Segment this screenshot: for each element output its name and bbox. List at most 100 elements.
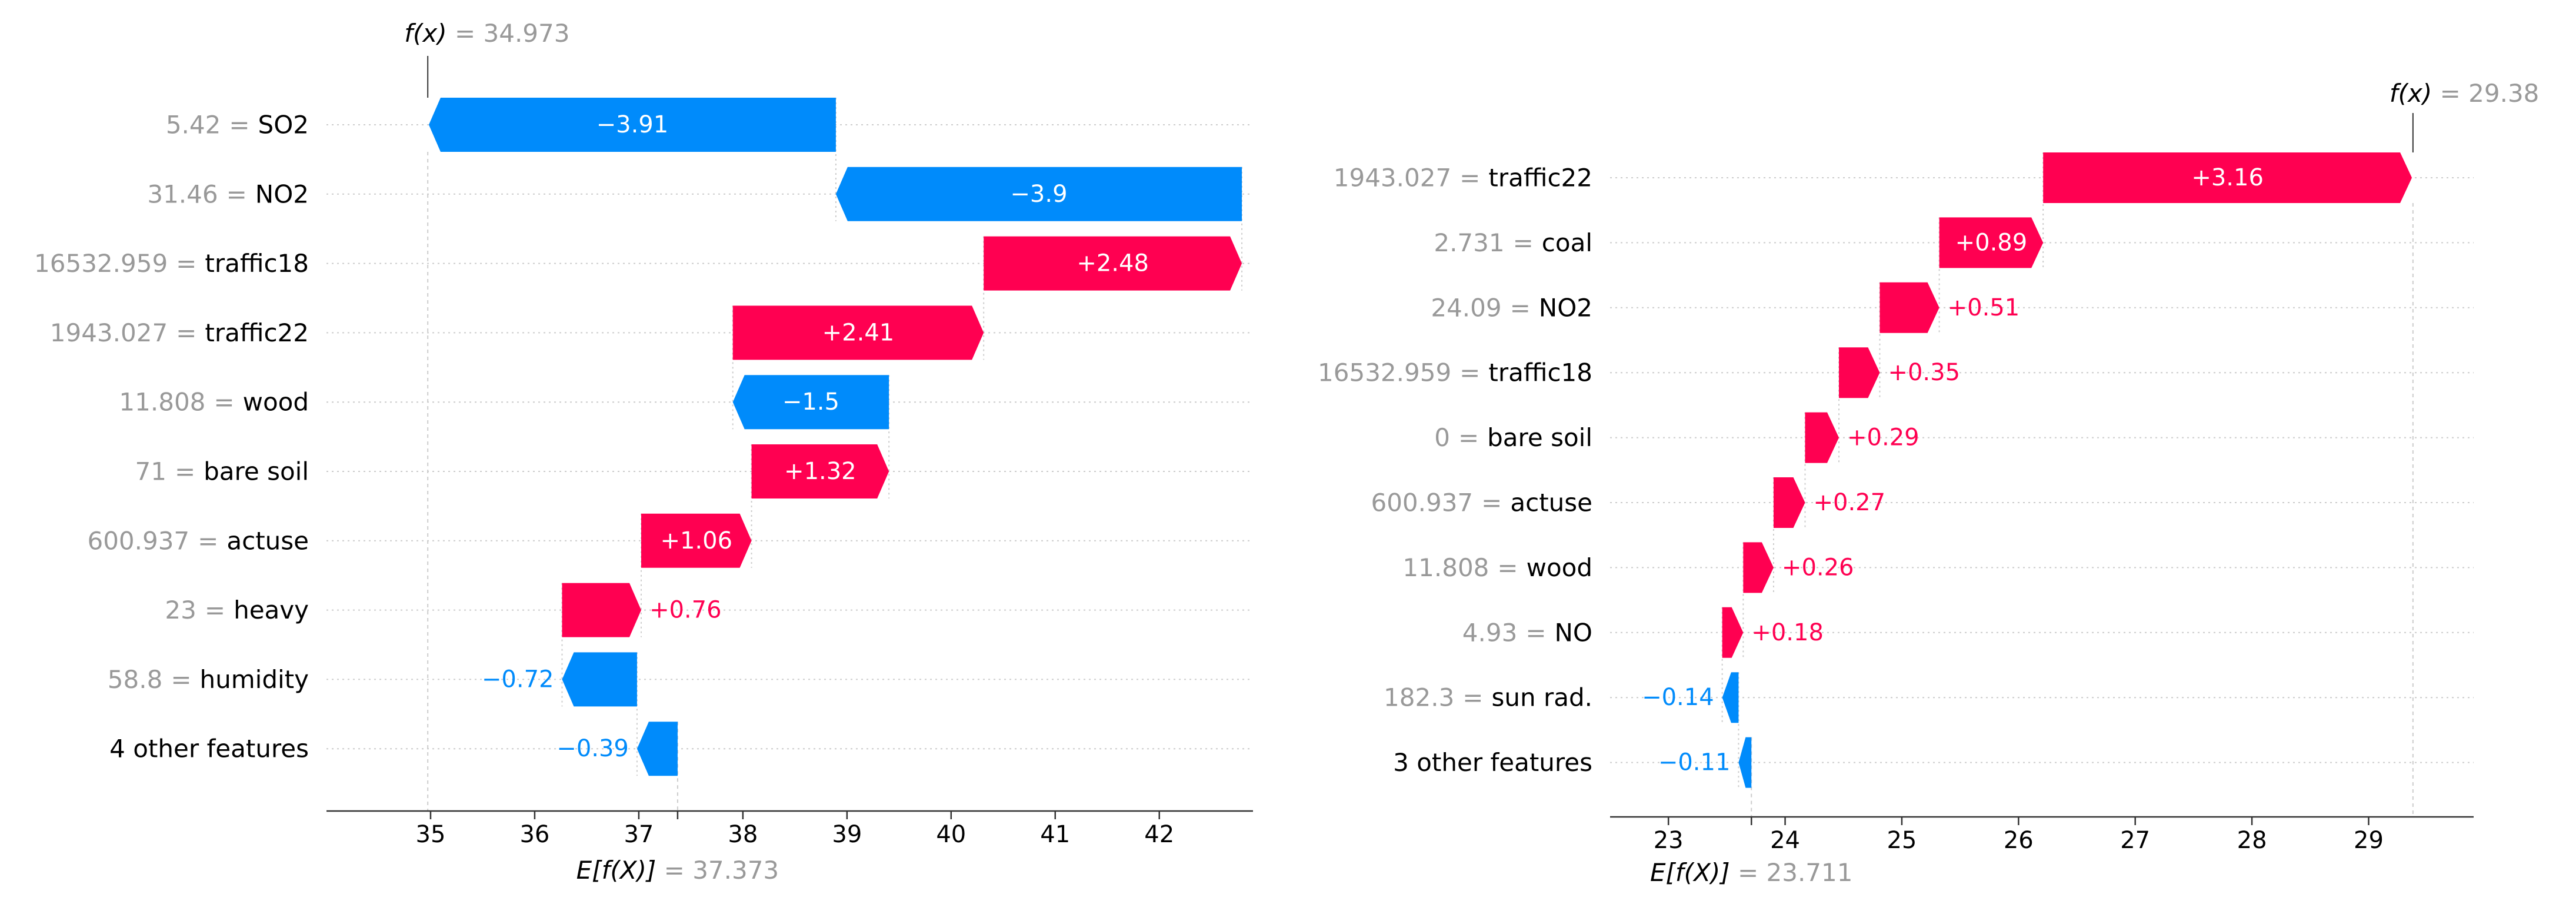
feature-name-label: traffic18	[1488, 358, 1592, 387]
x-axis-tick-label: 25	[1887, 827, 1917, 854]
feature-value-label: 600.937	[1371, 488, 1473, 517]
feature-equals-sign: =	[1462, 683, 1483, 712]
feature-equals-sign: =	[176, 249, 196, 278]
base-value-equals: =	[656, 856, 692, 885]
feature-value-label: 16532.959	[34, 249, 168, 278]
feature-name-label: 3 other features	[1393, 748, 1592, 777]
feature-equals-sign: =	[1459, 164, 1480, 192]
feature-equals-sign: =	[1525, 618, 1546, 647]
feature-equals-sign: =	[1497, 553, 1518, 582]
x-axis-tick-label: 42	[1144, 821, 1174, 848]
waterfall-panel-2: +3.16 traffic22 = 1943.027 +0.89 coal = 2.731 +0…	[1318, 79, 2539, 887]
x-axis-tick-label: 27	[2120, 827, 2150, 854]
feature-name-label: heavy	[234, 596, 309, 624]
waterfall-bar-positive	[1939, 217, 2044, 268]
x-axis-tick-label: 40	[936, 821, 966, 848]
feature-name-label: sun rad.	[1492, 683, 1593, 712]
feature-name-label: traffic18	[205, 249, 309, 278]
x-axis-tick-label: 39	[832, 821, 862, 848]
bar-value-label: −0.14	[1642, 684, 1714, 711]
waterfall-bar-positive	[1722, 607, 1744, 658]
feature-name-label: SO2	[258, 111, 309, 139]
feature-equals-sign: =	[205, 596, 225, 624]
x-axis-tick-label: 38	[728, 821, 758, 848]
feature-equals-sign: =	[198, 526, 218, 555]
x-axis-tick-label: 37	[624, 821, 654, 848]
feature-equals-sign: =	[171, 665, 191, 694]
fx-value-number: 29.38	[2468, 79, 2539, 108]
feature-name-label: NO2	[1539, 293, 1592, 322]
feature-name-label: humidity	[200, 665, 309, 694]
feature-value-label: 600.937	[87, 526, 189, 555]
feature-name-label: traffic22	[1488, 164, 1592, 192]
bar-value-label: +0.35	[1888, 359, 1960, 386]
waterfall-bar-positive	[1839, 347, 1880, 398]
bar-value-label: +0.26	[1782, 554, 1854, 581]
feature-value-label: 24.09	[1431, 293, 1501, 322]
feature-equals-sign: =	[229, 111, 249, 139]
feature-value-label: 1943.027	[1334, 164, 1451, 192]
waterfall-bar-negative	[562, 652, 637, 707]
waterfall-bar-negative	[1738, 737, 1752, 788]
waterfall-bar-positive	[751, 444, 889, 498]
x-axis-tick-label: 26	[2004, 827, 2034, 854]
bar-value-label: −1.5	[782, 388, 839, 416]
feature-value-label: 4.93	[1462, 618, 1518, 647]
feature-value-label: 0	[1434, 423, 1450, 452]
waterfall-bar-negative	[732, 375, 889, 430]
fx-value-prefix: f(x)	[2390, 79, 2432, 108]
waterfall-bar-positive	[2043, 152, 2412, 203]
waterfall-bar-positive	[984, 236, 1242, 291]
bar-value-label: −0.39	[556, 735, 629, 762]
bar-value-label: −0.11	[1658, 749, 1731, 776]
feature-value-label: 16532.959	[1318, 358, 1451, 387]
waterfall-panel-1: −3.91 SO2 = 5.42 −3.9 NO2 = 31.46 +2.48 traffic18…	[34, 19, 1253, 885]
feature-equals-sign: =	[1458, 423, 1479, 452]
bar-value-label: +3.16	[2191, 164, 2264, 191]
bar-value-label: +0.51	[1948, 294, 2020, 321]
feature-equals-sign: =	[226, 180, 247, 208]
waterfall-bar-positive	[732, 305, 984, 360]
waterfall-bar-positive	[1879, 282, 1940, 333]
waterfall-bar-negative	[835, 167, 1242, 221]
feature-value-label: 71	[135, 457, 166, 486]
feature-name-label: NO	[1555, 618, 1592, 647]
waterfall-bar-positive	[1773, 477, 1805, 528]
base-value-label: E[f(X)] = 37.373	[576, 856, 779, 885]
bar-value-label: +1.32	[784, 458, 857, 485]
base-value-equals: =	[1730, 858, 1767, 887]
fx-value-number: 34.973	[484, 19, 570, 48]
feature-value-label: 11.808	[119, 388, 205, 417]
fx-value-label: f(x) = 29.38	[2390, 79, 2540, 108]
bar-value-label: +1.06	[660, 527, 732, 554]
feature-name-label: 4 other features	[109, 734, 309, 763]
fx-value-equals: =	[447, 19, 484, 48]
base-value-prefix: E[f(X)]	[576, 856, 657, 885]
x-axis-tick-label: 35	[416, 821, 446, 848]
feature-value-label: 11.808	[1402, 553, 1489, 582]
base-value-label: E[f(X)] = 23.711	[1650, 858, 1853, 887]
bar-value-label: −0.72	[482, 666, 554, 693]
bar-value-label: +2.41	[822, 319, 895, 346]
waterfall-bar-negative	[1722, 672, 1739, 723]
x-axis-tick-label: 36	[519, 821, 549, 848]
x-axis-tick-label: 29	[2354, 827, 2384, 854]
waterfall-bar-positive	[1805, 412, 1839, 463]
bar-value-label: −3.9	[1010, 181, 1067, 208]
feature-value-label: 23	[165, 596, 196, 624]
x-axis-tick-label: 28	[2237, 827, 2267, 854]
feature-value-label: 5.42	[166, 111, 221, 139]
feature-equals-sign: =	[1513, 228, 1534, 257]
feature-equals-sign: =	[1459, 358, 1480, 387]
bar-value-label: +0.89	[1955, 229, 2028, 256]
feature-equals-sign: =	[175, 457, 195, 486]
feature-value-label: 1943.027	[50, 318, 168, 347]
feature-name-label: actuse	[1510, 488, 1592, 517]
feature-name-label: bare soil	[1487, 423, 1592, 452]
feature-equals-sign: =	[1481, 488, 1502, 517]
bar-value-label: +0.29	[1847, 424, 1919, 451]
x-axis-tick-label: 41	[1040, 821, 1070, 848]
feature-value-label: 182.3	[1384, 683, 1454, 712]
